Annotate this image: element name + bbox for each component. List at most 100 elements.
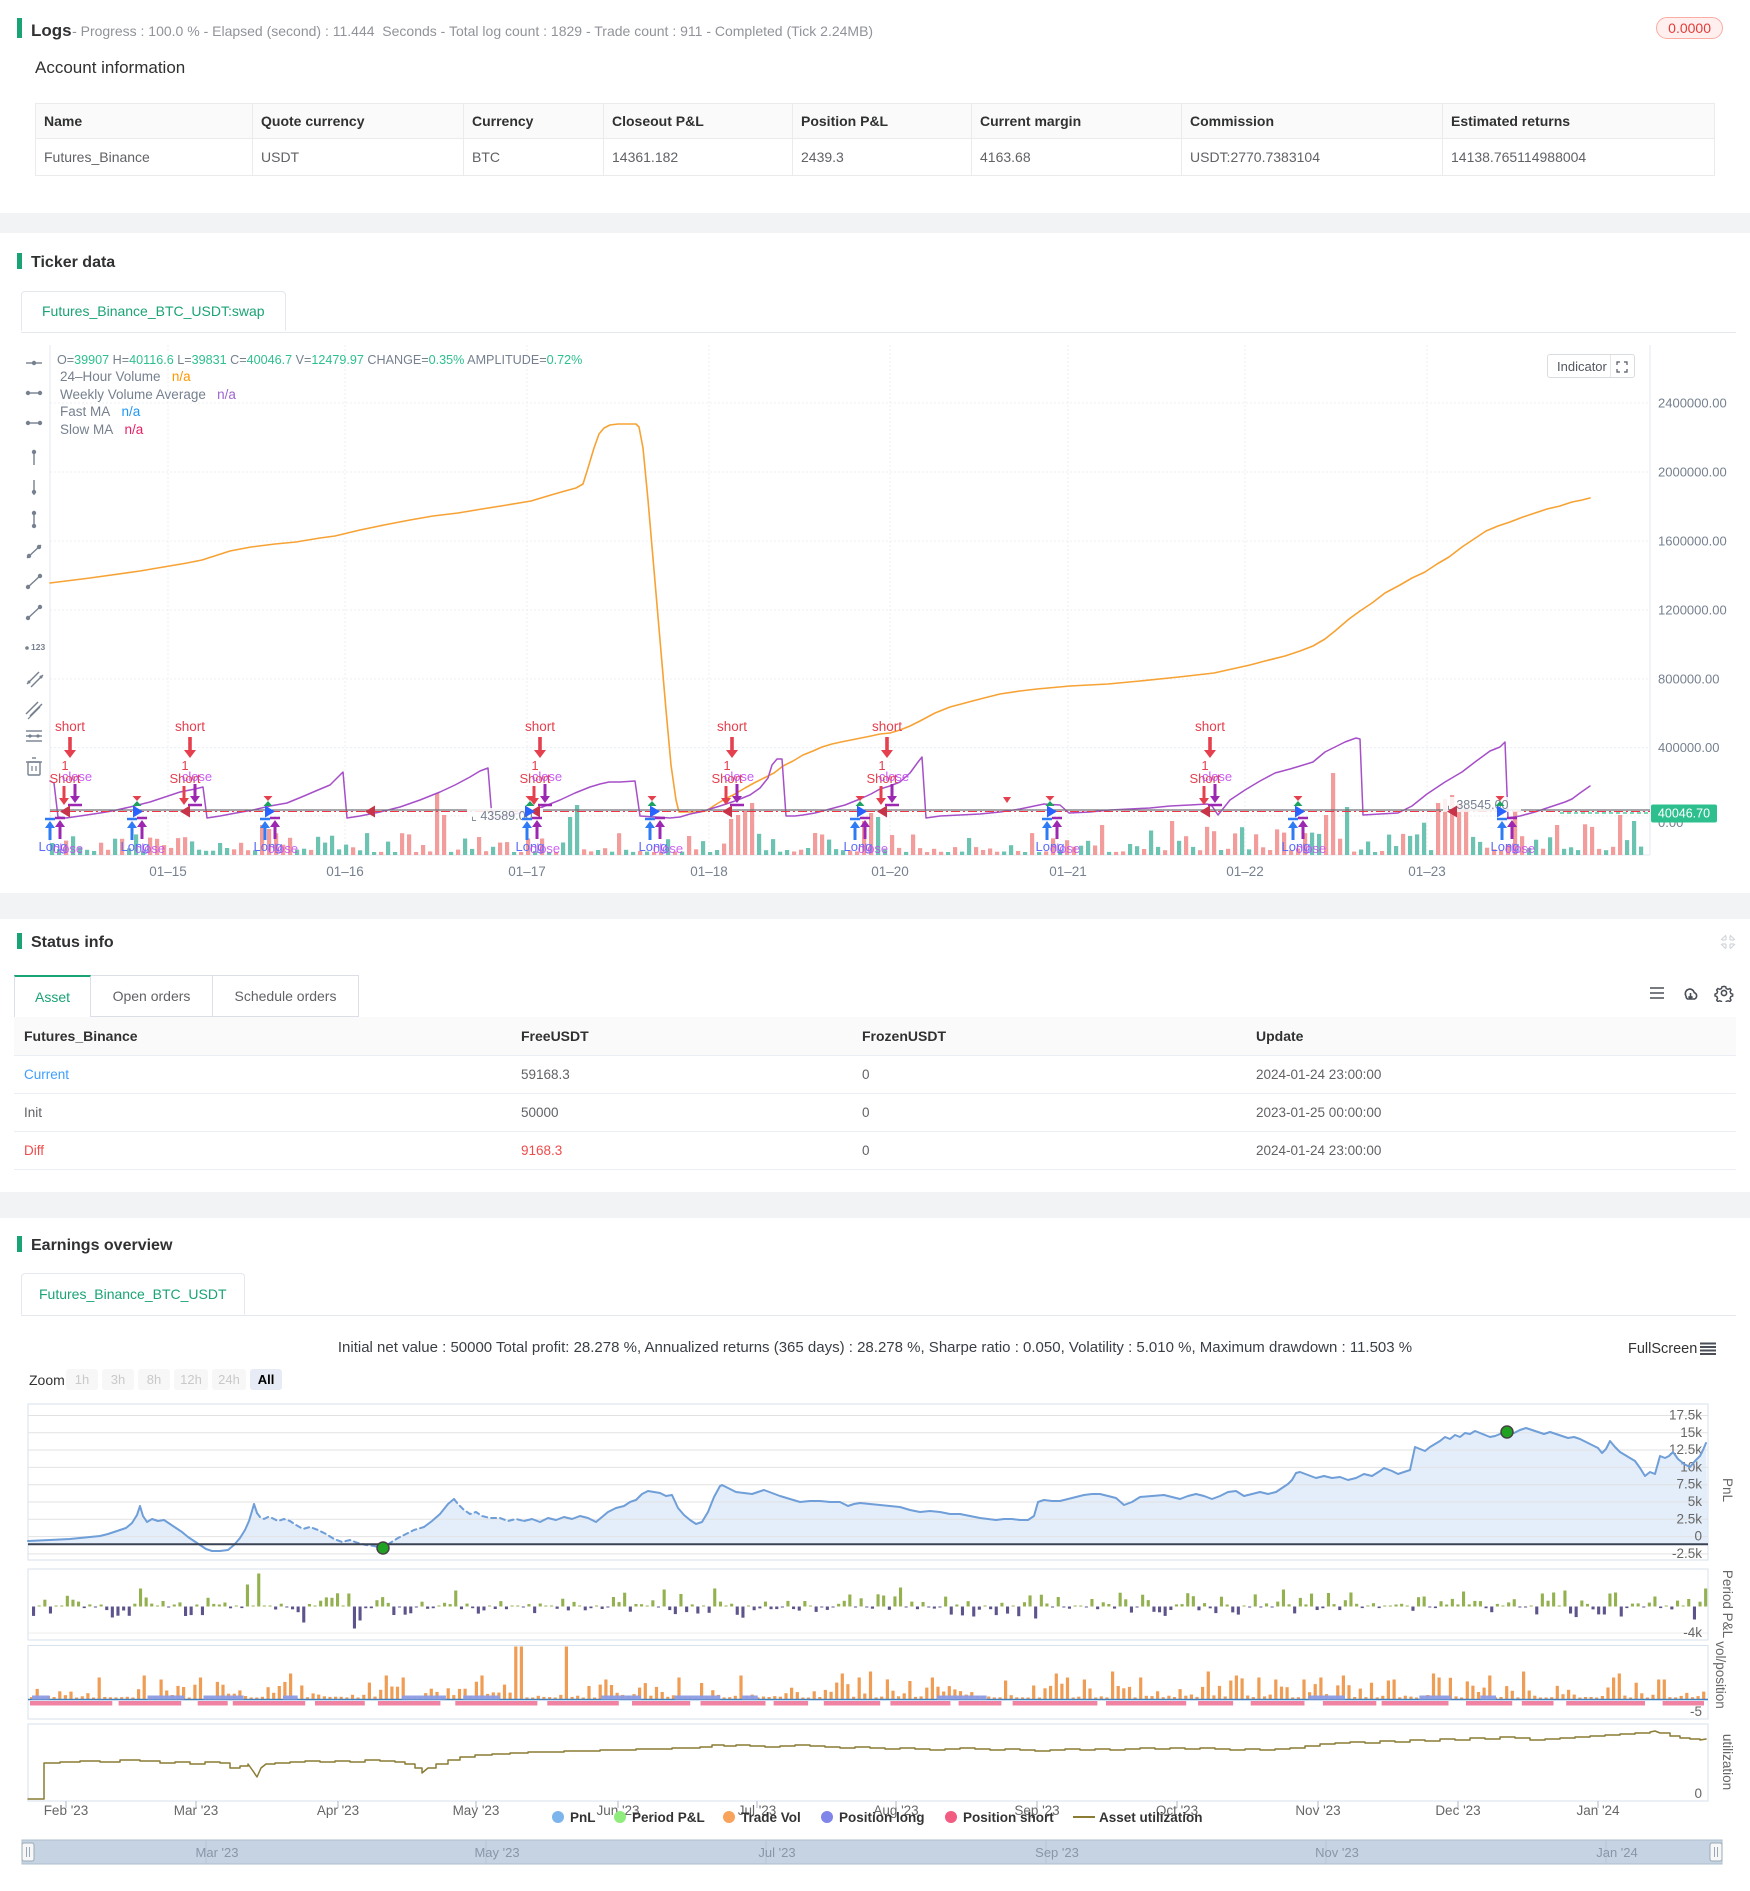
svg-text:Jan '24: Jan '24 [1576,1803,1620,1818]
svg-text:Short: Short [49,771,80,786]
svg-text:O=39907 H=40116.6 L=39831 C=40: O=39907 H=40116.6 L=39831 C=40046.7 V=12… [57,353,582,367]
svg-text:40046.70: 40046.70 [1658,807,1710,821]
svg-text:Position long: Position long [839,1810,925,1825]
svg-text:close: close [530,841,560,856]
svg-text:utilization: utilization [1720,1734,1735,1790]
svg-text:PnL: PnL [1720,1478,1735,1503]
svg-text:800000.00: 800000.00 [1658,672,1719,687]
svg-text:Sep '23: Sep '23 [1014,1803,1059,1818]
svg-text:01–17: 01–17 [508,864,546,879]
svg-text:Mar '23: Mar '23 [196,1845,239,1860]
svg-text:01–23: 01–23 [1408,864,1446,879]
svg-text:7.5k: 7.5k [1676,1477,1702,1492]
svg-text:01–16: 01–16 [326,864,364,879]
svg-text:close: close [1202,769,1232,784]
svg-text:Nov '23: Nov '23 [1295,1803,1340,1818]
svg-text:close: close [1505,841,1535,856]
svg-text:Position short: Position short [963,1810,1054,1825]
svg-text:close: close [858,841,888,856]
svg-text:Long: Long [1036,839,1065,854]
svg-text:Long: Long [254,839,283,854]
svg-text:01–20: 01–20 [871,864,909,879]
svg-text:Weekly Volume Average n/a: Weekly Volume Average n/a [60,387,236,402]
svg-text:-4k: -4k [1683,1625,1702,1640]
svg-text:short: short [717,719,747,734]
svg-text:close: close [182,769,212,784]
svg-text:close: close [1050,841,1080,856]
svg-text:Long: Long [121,839,150,854]
svg-text:Trade Vol: Trade Vol [741,1810,801,1825]
svg-text:2000000.00: 2000000.00 [1658,465,1727,480]
svg-text:01–15: 01–15 [149,864,187,879]
svg-text:0: 0 [1694,1786,1702,1801]
svg-text:May '23: May '23 [474,1845,519,1860]
svg-text:PnL: PnL [570,1810,596,1825]
svg-text:1600000.00: 1600000.00 [1658,534,1727,549]
svg-text:2400000.00: 2400000.00 [1658,396,1727,411]
svg-text:close: close [62,769,92,784]
svg-text:close: close [879,769,909,784]
svg-text:1: 1 [878,758,885,773]
svg-text:close: close [53,841,83,856]
svg-text:short: short [872,719,902,734]
svg-text:May '23: May '23 [453,1803,500,1818]
svg-text:short: short [525,719,555,734]
svg-text:-5: -5 [1690,1704,1702,1719]
svg-text:short: short [55,719,85,734]
svg-text:Short: Short [711,771,742,786]
svg-text:⌞ 38545.00: ⌞ 38545.00 [1447,798,1509,812]
svg-text:Period P&L: Period P&L [632,1810,705,1825]
svg-text:short: short [1195,719,1225,734]
svg-text:Short: Short [519,771,550,786]
svg-text:123: 123 [31,642,45,652]
svg-text:Apr '23: Apr '23 [317,1803,359,1818]
svg-text:01–21: 01–21 [1049,864,1087,879]
svg-text:Period P&L: Period P&L [1720,1570,1735,1639]
svg-text:Short: Short [1189,771,1220,786]
svg-text:Aug '23: Aug '23 [873,1803,918,1818]
svg-text:Long: Long [844,839,873,854]
svg-text:Jul '23: Jul '23 [758,1845,795,1860]
svg-text:Asset utilization: Asset utilization [1099,1810,1203,1825]
svg-text:Mar '23: Mar '23 [174,1803,219,1818]
svg-text:Dec '23: Dec '23 [1435,1803,1480,1818]
svg-text:12.5k: 12.5k [1669,1442,1702,1457]
svg-text:⌞ 43589.00: ⌞ 43589.00 [471,809,533,823]
svg-text:Jan '24: Jan '24 [1596,1845,1638,1860]
svg-text:1: 1 [723,758,730,773]
svg-text:Fast MA n/a: Fast MA n/a [60,404,141,419]
svg-text:01–18: 01–18 [690,864,728,879]
svg-text:400000.00: 400000.00 [1658,740,1719,755]
svg-text:Long: Long [1491,839,1520,854]
svg-text:24–Hour Volume n/a: 24–Hour Volume n/a [60,369,191,384]
svg-text:Feb '23: Feb '23 [44,1803,89,1818]
svg-text:17.5k: 17.5k [1669,1408,1702,1423]
svg-text:Jun '23: Jun '23 [596,1803,639,1818]
svg-text:close: close [724,769,754,784]
svg-text:close: close [532,769,562,784]
svg-text:-2.5k: -2.5k [1672,1546,1702,1561]
svg-text:1200000.00: 1200000.00 [1658,603,1727,618]
svg-text:Long: Long [639,839,668,854]
svg-text:Oct '23: Oct '23 [1156,1803,1198,1818]
svg-text:1: 1 [1201,758,1208,773]
svg-text:Sep '23: Sep '23 [1035,1845,1079,1860]
svg-text:Short: Short [169,771,200,786]
svg-text:1: 1 [531,758,538,773]
svg-text:Nov '23: Nov '23 [1315,1845,1359,1860]
svg-text:Short: Short [866,771,897,786]
svg-text:close: close [1296,841,1326,856]
svg-text:2.5k: 2.5k [1676,1511,1702,1526]
svg-text:close: close [135,841,165,856]
svg-text:close: close [268,841,298,856]
svg-text:close: close [653,841,683,856]
svg-text:short: short [175,719,205,734]
svg-text:Long: Long [516,839,545,854]
svg-text:Long: Long [39,839,68,854]
svg-text:Jul '23: Jul '23 [738,1803,777,1818]
svg-text:5k: 5k [1688,1494,1703,1509]
svg-text:Slow MA n/a: Slow MA n/a [60,422,144,437]
svg-text:1: 1 [181,758,188,773]
svg-text:vol/position: vol/position [1713,1641,1728,1709]
svg-text:15k: 15k [1680,1425,1702,1440]
